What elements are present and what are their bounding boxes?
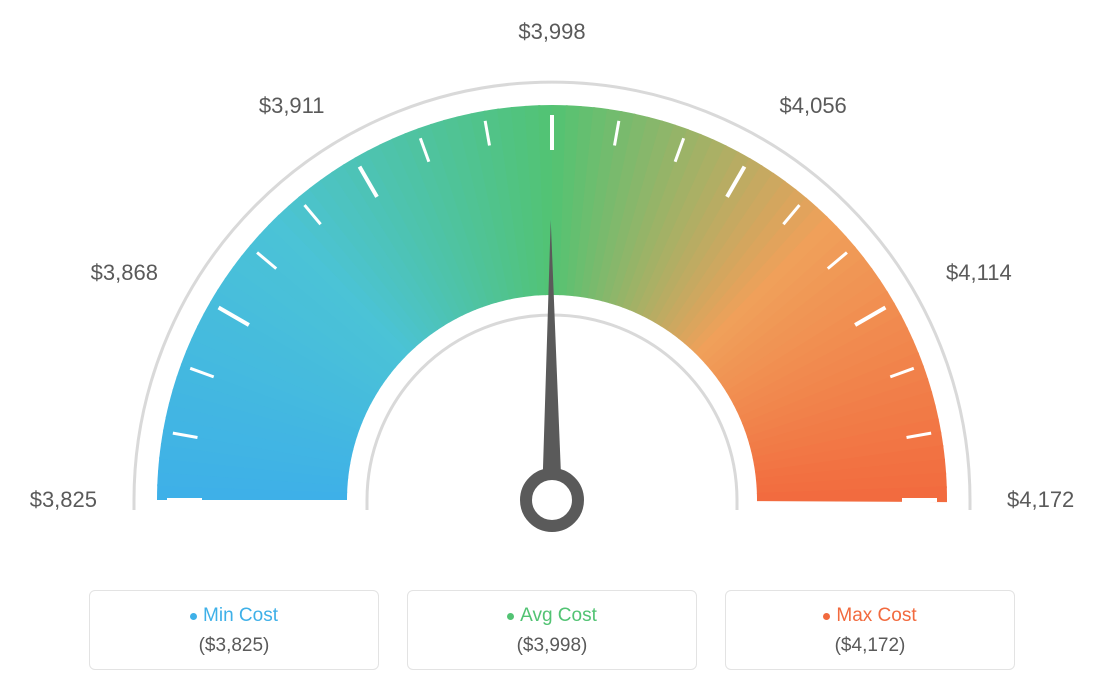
legend-title-max-text: Max Cost — [836, 605, 916, 627]
legend-card-min: Min Cost ($3,825) — [89, 590, 379, 670]
gauge-svg — [0, 0, 1104, 560]
gauge-tick-label: $4,056 — [780, 93, 847, 119]
legend-card-avg: Avg Cost ($3,998) — [407, 590, 697, 670]
gauge-tick-label: $3,911 — [259, 93, 325, 119]
legend-value-min: ($3,825) — [100, 635, 368, 657]
legend-dot-min — [190, 613, 197, 620]
legend-title-min: Min Cost — [190, 605, 278, 627]
legend-title-min-text: Min Cost — [203, 605, 278, 627]
legend-row: Min Cost ($3,825) Avg Cost ($3,998) Max … — [0, 590, 1104, 670]
gauge-tick-label: $3,868 — [91, 260, 158, 286]
gauge-tick-label: $4,114 — [946, 260, 1012, 286]
legend-value-avg: ($3,998) — [418, 635, 686, 657]
legend-title-avg: Avg Cost — [507, 605, 597, 627]
legend-value-max: ($4,172) — [736, 635, 1004, 657]
cost-gauge-chart: $3,825 $3,868 $3,911 $3,998 $4,056 $4,114 $4,1… — [0, 0, 1104, 560]
legend-title-max: Max Cost — [823, 605, 916, 627]
legend-dot-max — [823, 613, 830, 620]
legend-dot-avg — [507, 613, 514, 620]
legend-title-avg-text: Avg Cost — [520, 605, 597, 627]
gauge-tick-label: $3,998 — [518, 19, 585, 45]
gauge-tick-label: $3,825 — [30, 487, 97, 513]
legend-card-max: Max Cost ($4,172) — [725, 590, 1015, 670]
gauge-tick-label: $4,172 — [1007, 487, 1074, 513]
